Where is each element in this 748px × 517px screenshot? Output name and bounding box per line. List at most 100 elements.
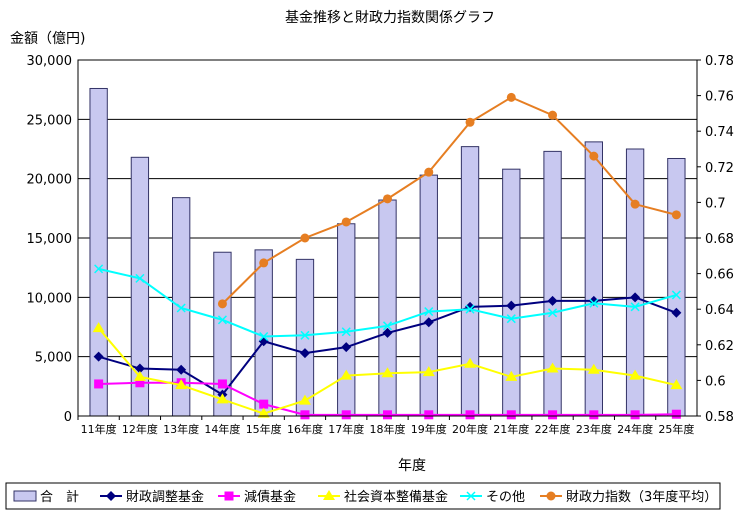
data-point [423,317,434,328]
y2-tick-label: 0.58 [705,410,734,425]
data-point [340,369,353,380]
data-point [133,370,146,381]
x-tick-label: 22年度 [535,422,571,436]
data-point [217,315,227,325]
bar [543,150,562,417]
data-point [176,303,186,313]
x-tick-label: 19年度 [411,422,447,436]
y2-tick-label: 0.74 [705,125,734,140]
x-axis-title: 年度 [398,458,426,474]
data-point [94,379,104,389]
x-tick-label: 16年度 [287,422,323,436]
x-tick-label: 14年度 [204,422,240,436]
data-point [547,295,558,306]
data-point [630,199,640,209]
legend-marker [466,491,476,501]
y2-tick-label: 0.66 [705,268,734,283]
y-tick-label: 10,000 [27,291,73,306]
data-point [383,194,392,204]
y2-tick-label: 0.78 [705,54,734,69]
bar-series [89,87,686,417]
y2-tick-label: 0.64 [705,303,734,318]
data-point [383,410,392,420]
y-tick-label: 25,000 [27,113,73,128]
legend-label: 財政調整基金 [126,489,204,505]
data-point [299,348,310,359]
legend-box [5,482,721,510]
data-point [341,410,351,420]
data-point [216,393,229,404]
y-tick-label: 30,000 [27,54,73,69]
data-point [424,307,434,317]
bar [460,146,480,417]
data-point [422,366,435,377]
bar [337,223,356,417]
data-point [135,273,145,283]
x-tick-label: 21年度 [493,422,529,436]
data-point [589,410,599,420]
legend-label: 合 計 [40,489,79,505]
data-point [630,410,640,420]
legend-marker [323,490,335,500]
data-point [464,357,477,368]
data-point [217,379,227,389]
data-point [381,367,394,378]
data-point [382,327,393,338]
x-tick-label: 25年度 [658,422,694,436]
data-point [300,410,310,420]
x-tick-label: 17年度 [328,422,364,436]
legend-label: 減債基金 [244,489,296,505]
bar [254,249,273,417]
data-point [257,407,270,418]
data-point [548,410,558,420]
data-point [546,362,559,373]
data-point [629,369,642,380]
line-series [92,92,683,420]
data-point [341,342,352,353]
y-tick-label: 5,000 [35,351,72,366]
legend-swatch [13,490,37,502]
data-point [630,292,641,303]
data-point [259,258,269,268]
data-point [506,410,516,420]
y2-tick-label: 0.62 [705,339,734,354]
data-point [505,370,518,381]
bar [667,157,686,417]
data-point [671,290,681,300]
bar [378,199,397,417]
x-tick-label: 13年度 [163,422,199,436]
legend-label: 財政力指数（3年度平均） [566,489,717,505]
y2-tick-label: 0.72 [705,161,734,176]
y-tick-label: 0 [64,410,72,425]
x-tick-label: 18年度 [370,422,406,436]
chart-title: 基金推移と財政力指数関係グラフ [285,9,495,26]
bar [584,141,603,417]
data-point [587,363,600,374]
series-line [221,96,677,305]
data-point [671,210,681,220]
data-point [548,110,558,120]
data-point [424,167,434,177]
y2-tick-label: 0.68 [705,232,734,247]
legend-marker [106,491,116,501]
data-point [259,331,269,342]
data-point [382,321,393,331]
axes: 0 5,000 10,000 15,000 20,000 25,000 30,000 0.58… [27,54,734,436]
x-tick-label: 20年度 [452,422,488,436]
data-point [298,394,311,405]
y-tick-label: 20,000 [27,173,73,188]
y2-tick-label: 0.6 [705,374,726,389]
legend-label: 社会資本整備基金 [344,489,448,505]
legend: 合 計 財政調整基金 減債基金 社会資本整備基金 その他 財政力指数（3年度平均） [5,482,721,510]
data-point [671,409,681,419]
bar [89,87,108,417]
x-tick-label: 11年度 [81,422,117,436]
bar [419,174,438,417]
data-point [92,322,105,333]
data-point [300,233,310,243]
data-point [175,379,188,390]
data-point [217,299,227,309]
data-point [465,410,475,420]
data-point [134,363,145,374]
